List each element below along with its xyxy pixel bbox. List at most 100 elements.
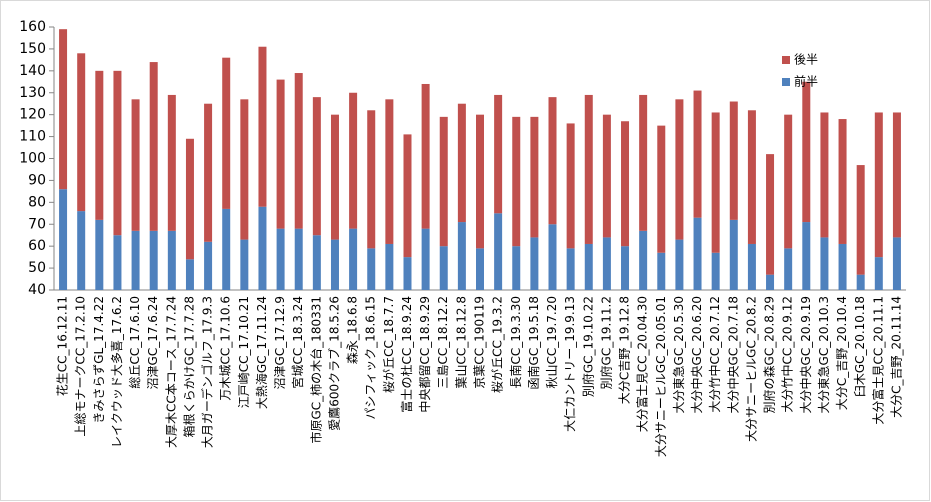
y-tick-label: 120 xyxy=(19,107,46,123)
bar-segment xyxy=(222,57,231,209)
x-tick-label: 別府の森GC_20.8.29 xyxy=(762,296,777,413)
x-tick-label: 大分東急GC_20.5.30 xyxy=(671,296,686,413)
bar-segment xyxy=(602,237,611,290)
bar-segment xyxy=(349,228,358,290)
bar-segment xyxy=(530,116,539,238)
bar-segment xyxy=(240,239,249,290)
x-tick-label: 大分サニーヒルGC_20.05.01 xyxy=(654,296,668,457)
x-tick-label: 沼津GC_17.12.9 xyxy=(273,296,287,389)
bar-segment xyxy=(584,243,593,290)
x-tick-label: 三島CC_18.12.2 xyxy=(435,296,450,389)
x-tick-label: 桜が丘CC_18.7.7 xyxy=(381,296,396,393)
bar-segment xyxy=(838,119,847,244)
y-tick-label: 90 xyxy=(28,172,46,188)
y-tick-label: 110 xyxy=(19,129,46,145)
x-tick-label: 宮城CC_18.3.24 xyxy=(290,296,305,389)
x-tick-label: 大月ガーデンゴルフ_17.9.3 xyxy=(200,296,215,448)
bar-segment xyxy=(95,70,104,220)
bar-segment xyxy=(276,79,285,229)
x-tick-label: 富士の杜CC_18.9.24 xyxy=(399,296,414,413)
bar-segment xyxy=(95,219,104,290)
bar-segment xyxy=(639,94,648,231)
x-tick-label: 大分富士見CC_20.11.1 xyxy=(870,296,885,425)
bar-segment xyxy=(59,29,68,190)
bar-segment xyxy=(222,208,231,290)
bar-segment xyxy=(258,46,267,207)
bar-segment xyxy=(77,53,86,212)
x-tick-label: 大分中央GC_20.7.18 xyxy=(725,296,740,413)
x-tick-label: 花生CC_16.12.11 xyxy=(55,296,70,396)
bar-segment xyxy=(276,228,285,290)
bar-segment xyxy=(693,90,702,218)
x-tick-label: 大分C_吉野_20.11.14 xyxy=(889,296,903,418)
bar-segment xyxy=(639,230,648,290)
x-tick-label: 函南GC_19.5.18 xyxy=(526,296,541,389)
bar-segment xyxy=(766,274,775,290)
bar-segment xyxy=(131,230,140,290)
x-tick-label: 万木城CC_17.10.6 xyxy=(219,296,233,401)
bar-segment xyxy=(330,114,339,240)
x-tick-label: 大分東急GC_20.10.3 xyxy=(816,296,831,413)
bar-segment xyxy=(204,103,213,242)
y-tick-label: 50 xyxy=(28,260,46,276)
bar-segment xyxy=(784,114,793,249)
x-tick-label: 秋山CC_19.7.20 xyxy=(545,296,559,389)
x-tick-label: 葉山CC_18.12.8 xyxy=(454,296,468,389)
y-tick-label: 70 xyxy=(28,216,46,232)
bar-segment xyxy=(113,235,122,290)
bar-segment xyxy=(747,243,756,290)
x-tick-label: 別府GC_19.10.22 xyxy=(580,296,595,397)
bar-segment xyxy=(566,123,575,249)
x-tick-label: 中央都留CC_18.9.29 xyxy=(417,296,432,413)
x-tick-label: 大分C_吉野_20.10.4 xyxy=(835,296,849,410)
bar-segment xyxy=(530,237,539,290)
x-tick-label: 大厚木CC本コース_17.7.24 xyxy=(164,296,178,448)
bar-segment xyxy=(856,274,865,290)
bar-segment xyxy=(167,230,176,290)
x-tick-label: 京葉CC_190119 xyxy=(473,296,487,389)
bar-segment xyxy=(149,230,158,290)
bar-segment xyxy=(657,252,666,290)
bar-segment xyxy=(711,252,720,290)
x-tick-label: 総丘CC_17.6.10 xyxy=(128,296,142,389)
legend-label: 前半 xyxy=(794,74,818,89)
x-tick-label: 上総モナークCC_17.2.10 xyxy=(74,296,88,437)
bar-segment xyxy=(856,165,865,275)
bar-segment xyxy=(675,99,684,240)
bar-segment xyxy=(566,248,575,290)
bar-segment xyxy=(258,206,267,290)
bar-segment xyxy=(802,81,811,223)
x-tick-label: 大熱海GC_17.11.24 xyxy=(254,296,269,409)
bar-segment xyxy=(457,222,466,290)
bar-segment xyxy=(494,213,503,290)
bar-segment xyxy=(512,246,521,290)
bar-segment xyxy=(59,189,68,290)
bar-segment xyxy=(403,257,412,290)
bar-segment xyxy=(403,134,412,258)
bar-segment xyxy=(421,83,430,229)
bar-segment xyxy=(294,228,303,290)
bar-segment xyxy=(874,257,883,290)
bar-segment xyxy=(747,110,756,244)
bar-segment xyxy=(294,73,303,229)
bar-segment xyxy=(711,112,720,253)
y-tick-label: 100 xyxy=(19,151,46,167)
x-tick-label: 沼津GC_17.6.24 xyxy=(146,296,160,389)
x-tick-label: きみさらずGL_17.4.22 xyxy=(92,296,106,424)
bar-segment xyxy=(621,121,630,247)
y-tick-label: 40 xyxy=(28,282,46,298)
bar-segment xyxy=(113,70,122,236)
bar-segment xyxy=(367,110,376,249)
x-tick-label: 大分サニーヒルGC_20.8.2 xyxy=(744,296,758,442)
bar-segment xyxy=(185,138,194,260)
x-tick-label: 江戸崎CC_17.10.21 xyxy=(237,296,251,408)
legend-label: 後半 xyxy=(794,53,818,67)
x-tick-label: 長南CC_19.3.30 xyxy=(508,296,523,389)
bar-segment xyxy=(385,243,394,290)
bar-segment xyxy=(167,94,176,231)
bar-segment xyxy=(892,237,901,290)
y-tick-label: 130 xyxy=(19,85,46,101)
bar-segment xyxy=(77,211,86,290)
x-tick-label: パシフィック_18.6.15 xyxy=(364,296,378,420)
bar-segment xyxy=(892,112,901,238)
